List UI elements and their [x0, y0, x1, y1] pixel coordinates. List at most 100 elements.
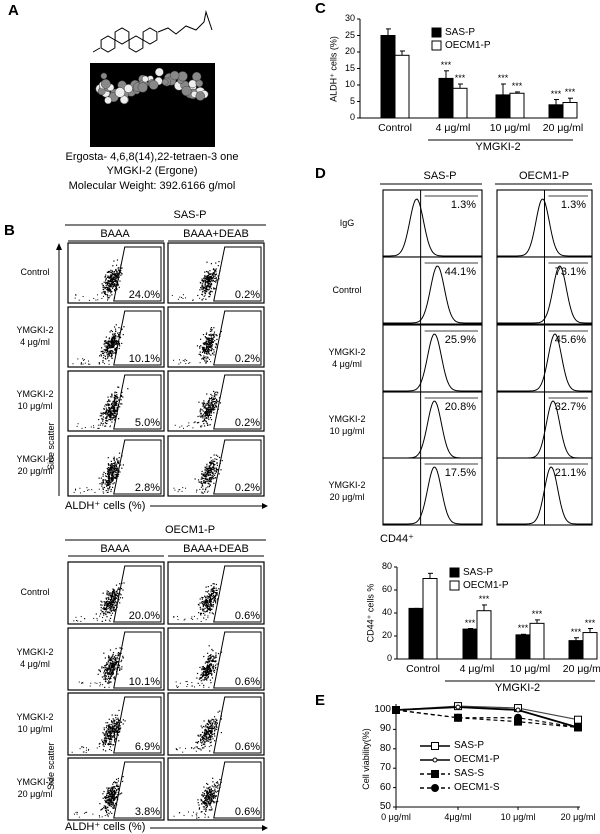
event-dot: [202, 348, 205, 351]
event-dot: [111, 735, 113, 737]
event-dot: [214, 274, 216, 276]
event-dot: [204, 799, 207, 802]
event-dot: [112, 731, 114, 733]
event-dot: [114, 282, 116, 285]
y-tick-label: 100: [374, 704, 391, 715]
event-dot: [111, 721, 113, 723]
event-dot: [201, 483, 203, 485]
event-dot: [206, 736, 208, 738]
event-dot: [214, 726, 216, 728]
event-dot: [205, 796, 207, 799]
event-dot: [214, 288, 216, 290]
event-dot: [202, 792, 204, 794]
y-tick-label: 50: [379, 801, 391, 812]
event-dot: [210, 594, 212, 596]
event-dot: [203, 281, 205, 283]
event-dot: [212, 667, 215, 669]
event-dot: [117, 777, 120, 780]
event-dot: [105, 609, 107, 611]
event-dot: [210, 407, 212, 410]
event-dot: [202, 415, 204, 417]
event-dot: [212, 777, 214, 779]
event-dot: [116, 283, 119, 285]
event-dot: [102, 291, 104, 293]
event-dot: [111, 607, 113, 609]
event-dot: [179, 682, 181, 684]
event-dot: [117, 791, 119, 793]
event-dot: [209, 342, 211, 344]
event-dot: [206, 473, 208, 475]
event-dot: [209, 286, 211, 288]
event-dot: [199, 353, 201, 356]
event-dot: [110, 488, 112, 491]
event-dot: [113, 593, 115, 595]
event-dot: [210, 799, 212, 801]
event-dot: [104, 799, 106, 801]
event-dot: [215, 404, 217, 406]
event-dot: [212, 583, 214, 585]
event-dot: [209, 789, 211, 791]
legend-label: OECM1-P: [454, 754, 500, 765]
event-dot: [177, 491, 179, 493]
event-dot: [202, 357, 204, 360]
event-dot: [214, 275, 216, 277]
event-dot: [112, 412, 114, 415]
event-dot: [203, 351, 205, 353]
event-dot: [199, 297, 201, 299]
event-dot: [114, 604, 116, 606]
event-dot: [101, 611, 103, 613]
event-dot: [201, 478, 203, 480]
event-dot: [196, 489, 198, 491]
event-dot: [76, 619, 78, 621]
plot-frame: [167, 757, 265, 821]
event-dot: [116, 276, 118, 278]
event-dot: [209, 604, 211, 606]
event-dot: [112, 476, 114, 478]
event-dot: [208, 661, 211, 663]
event-dot: [100, 351, 102, 353]
event-dot: [201, 598, 203, 600]
event-dot: [113, 807, 115, 809]
event-dot: [204, 481, 207, 483]
event-dot: [99, 615, 101, 617]
event-dot: [112, 667, 114, 669]
event-dot: [202, 285, 204, 287]
event-dot: [216, 394, 218, 396]
event-dot: [86, 811, 88, 813]
event-dot: [209, 294, 212, 296]
event-dot: [116, 731, 118, 733]
event-dot: [202, 679, 204, 681]
event-dot: [109, 464, 111, 466]
histogram-percentage: 32.7%: [554, 401, 586, 413]
dot-plot-baaa: [67, 561, 165, 625]
event-dot: [115, 410, 118, 412]
event-dot: [111, 666, 113, 668]
event-dot: [211, 677, 214, 679]
event-dot: [110, 657, 112, 659]
event-dot: [117, 399, 120, 401]
event-dot: [98, 746, 100, 748]
event-dot: [202, 342, 204, 344]
event-dot: [199, 351, 201, 353]
event-dot: [104, 290, 106, 293]
event-dot: [108, 478, 110, 480]
event-dot: [208, 729, 210, 732]
event-dot: [112, 670, 114, 672]
event-dot: [112, 277, 115, 279]
event-dot: [206, 605, 209, 607]
event-dot: [208, 342, 210, 345]
event-dot: [205, 810, 207, 812]
event-dot: [100, 809, 102, 811]
event-dot: [108, 411, 110, 413]
event-dot: [204, 801, 206, 804]
event-dot: [207, 602, 209, 604]
event-dot: [105, 613, 107, 615]
event-dot: [110, 599, 112, 601]
event-dot: [213, 465, 215, 467]
series-oecm1-s: [392, 706, 582, 792]
event-dot: [108, 355, 110, 357]
event-dot: [212, 268, 215, 270]
event-dot: [212, 800, 214, 802]
event-dot: [210, 791, 212, 794]
event-dot: [113, 733, 115, 735]
